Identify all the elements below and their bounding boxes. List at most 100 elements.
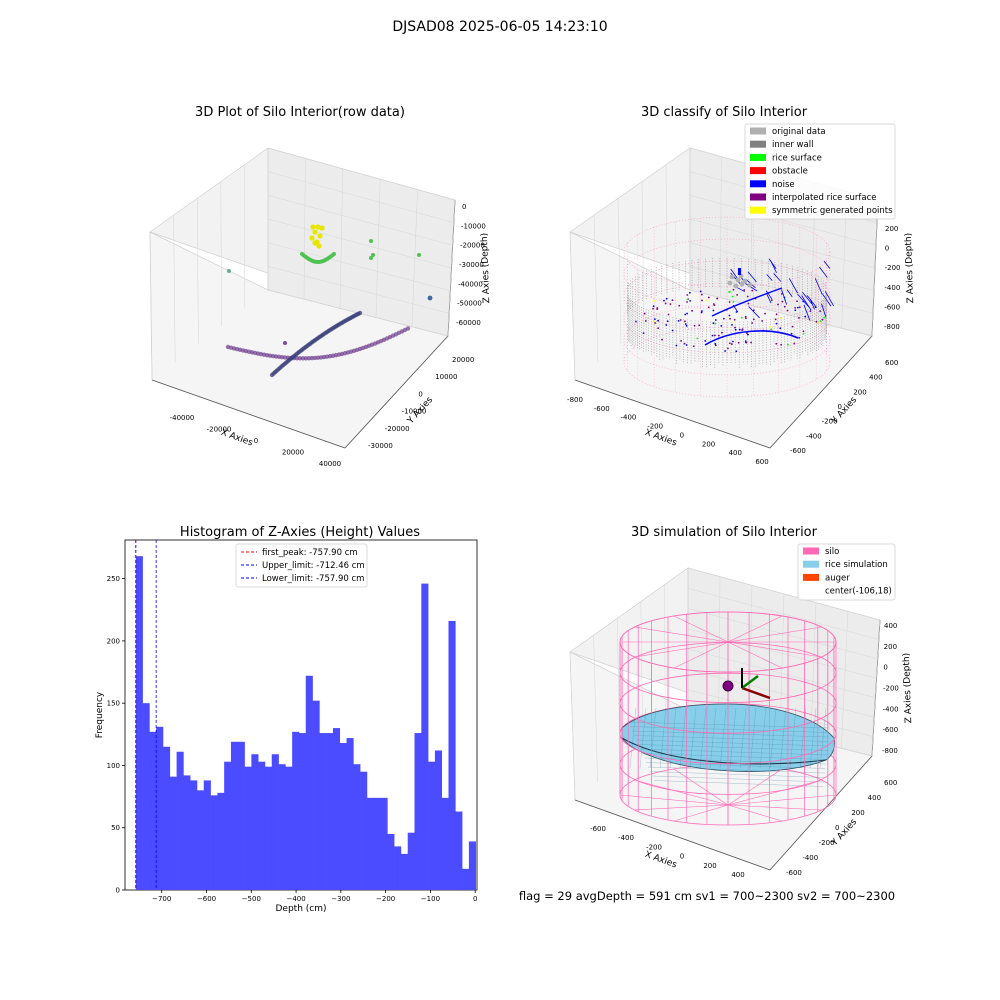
- noise-point: [821, 303, 827, 318]
- classified-point: [735, 350, 738, 353]
- legend-label: original data: [772, 127, 826, 137]
- histogram-bar: [448, 620, 456, 890]
- classified-point: [677, 319, 680, 322]
- classified-point: [777, 303, 779, 306]
- classified-point: [750, 341, 753, 344]
- histogram-bar: [278, 764, 286, 890]
- noise-point: [801, 295, 812, 311]
- histogram-bars: [135, 556, 477, 890]
- x-tick-label: 200: [703, 862, 716, 870]
- rice-mesh-line: [629, 707, 637, 769]
- classified-point: [731, 323, 733, 326]
- panel-classify-title: 3D classify of Silo Interior: [641, 105, 808, 120]
- raw-point: [357, 310, 363, 316]
- gridline: [220, 181, 222, 327]
- classified-point: [686, 294, 689, 296]
- histogram-bar: [142, 703, 150, 890]
- classified-point: [786, 309, 789, 312]
- classified-point: [643, 312, 646, 315]
- classified-point: [745, 317, 747, 320]
- y-tick-label: -20000: [385, 425, 410, 433]
- classified-point: [657, 327, 660, 330]
- histogram-bar: [434, 750, 443, 890]
- noise-point: [823, 260, 831, 269]
- silo-top-spoke: [727, 615, 783, 643]
- y-tick-label: 600: [885, 359, 898, 367]
- gridline: [267, 195, 453, 246]
- silo-bottom-spoke: [673, 804, 729, 822]
- noise-point: [814, 278, 823, 295]
- classified-point: [712, 303, 715, 305]
- classified-point: [743, 289, 746, 291]
- histogram-bar: [271, 754, 279, 890]
- classified-point: [707, 306, 710, 309]
- original-point: [747, 282, 753, 288]
- histogram-bar: [149, 731, 157, 890]
- classified-point: [699, 290, 702, 293]
- classified-point: [701, 310, 703, 312]
- silo-bottom-spoke: [634, 804, 729, 811]
- rice-mesh-line: [659, 707, 667, 769]
- classified-point: [693, 324, 696, 327]
- auger-axis-x: [741, 686, 771, 700]
- classified-point: [685, 344, 688, 346]
- classified-point: [653, 318, 656, 321]
- gridline: [569, 231, 576, 381]
- classified-point: [769, 325, 772, 328]
- y-tick-label: -200: [822, 418, 838, 426]
- classified-point: [683, 342, 686, 345]
- classified-point: [717, 334, 720, 337]
- legend-label: rice surface: [772, 153, 822, 163]
- x-tick-label: −600: [197, 895, 216, 903]
- gridline: [641, 181, 645, 327]
- silo-bottom-spoke: [727, 804, 783, 822]
- legend-label: interpolated rice surface: [772, 193, 877, 203]
- y-tick-label: -600: [786, 869, 802, 877]
- panel-simulation-zticks: 400 200 0 -200 -400 -600 -800: [882, 622, 899, 755]
- rice-mesh-line: [645, 762, 826, 769]
- x-tick-label: 40000: [319, 460, 341, 468]
- legend-label: Upper_limit: -712.46 cm: [262, 561, 365, 571]
- classified-point: [714, 334, 716, 337]
- classified-point: [700, 293, 703, 296]
- panel-simulation-legend: silo rice simulation auger center(-106,18): [797, 543, 896, 601]
- classified-point: [705, 299, 708, 302]
- y-tick-label: -10000: [402, 408, 427, 416]
- legend-label: Lower_limit: -757.90 cm: [262, 574, 364, 584]
- z-tick-label: 0: [883, 664, 887, 672]
- z-tick-label: 200: [885, 225, 898, 233]
- y-tick-label: 0: [116, 887, 120, 895]
- histogram-bar: [156, 726, 164, 890]
- histogram-bar: [162, 746, 171, 890]
- classified-point: [671, 299, 674, 302]
- rice-mesh-line: [779, 707, 787, 769]
- classified-point: [732, 301, 735, 303]
- noise-point: [809, 298, 815, 310]
- raw-point: [371, 253, 375, 257]
- classified-point: [728, 342, 731, 345]
- classified-point: [746, 332, 748, 335]
- rice-mesh-line: [679, 707, 687, 769]
- gridline: [267, 147, 456, 201]
- gridline: [841, 611, 849, 749]
- classified-point: [747, 302, 750, 305]
- classified-point: [764, 312, 766, 315]
- panel-classify-points: [626, 258, 834, 370]
- z-tick-label: -60000: [456, 319, 481, 327]
- classified-point: [727, 347, 729, 350]
- y-tick-label: -200: [819, 839, 835, 847]
- gridline: [689, 195, 877, 246]
- z-tick-label: -50000: [457, 300, 482, 308]
- noise-point: [786, 289, 793, 298]
- noise-point: [773, 273, 782, 282]
- raw-point: [417, 253, 421, 257]
- raw-point: [332, 252, 336, 256]
- noise-point: [797, 293, 810, 308]
- y-tick-label: 150: [107, 700, 120, 708]
- classified-point: [707, 296, 710, 299]
- x-tick-label: 0: [473, 895, 477, 903]
- classified-point: [819, 310, 822, 313]
- z-tick-label: 0: [462, 203, 466, 211]
